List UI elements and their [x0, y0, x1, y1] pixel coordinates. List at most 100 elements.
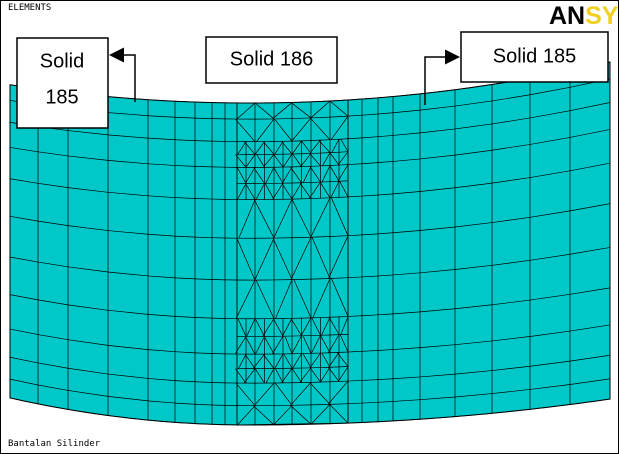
mesh-edge — [347, 350, 363, 353]
logo-part: AN — [549, 2, 585, 30]
mesh-edge — [107, 134, 149, 139]
mesh-edge — [392, 399, 421, 402]
mesh-edge — [491, 216, 531, 223]
mesh-edge — [347, 163, 363, 165]
label-text: 185 — [45, 86, 78, 108]
mesh-edge — [238, 353, 247, 369]
mesh-edge — [529, 210, 571, 218]
mesh-edge — [275, 368, 284, 384]
mesh-edge — [290, 405, 312, 425]
mesh-edge — [107, 191, 149, 197]
mesh-edge — [194, 278, 213, 280]
mesh-edge — [419, 226, 456, 231]
mesh-edge — [309, 139, 321, 154]
mesh-edge — [107, 373, 149, 379]
mesh-edge — [529, 170, 571, 178]
mesh-edge — [107, 345, 149, 350]
mesh-edge — [392, 347, 421, 350]
mesh-edge — [337, 164, 349, 182]
mesh-edge — [361, 350, 379, 352]
mesh-edge — [245, 336, 256, 355]
mesh-edge — [291, 117, 312, 142]
mesh-edge — [319, 181, 331, 198]
mesh-edge — [272, 318, 284, 337]
mesh-edge — [377, 401, 394, 403]
mesh-edge — [67, 390, 109, 397]
mesh-edge — [454, 149, 493, 156]
mesh-edge — [174, 422, 196, 424]
mesh-edge — [238, 199, 256, 239]
mesh-edge — [300, 317, 312, 337]
mesh-edge — [454, 412, 493, 417]
mesh-edge — [529, 253, 571, 261]
mesh-edge — [9, 397, 39, 405]
mesh-edge — [263, 141, 275, 155]
mesh-edge — [147, 195, 176, 198]
mesh-edge — [491, 117, 531, 125]
mesh-edge — [419, 344, 456, 348]
mesh-edge — [147, 137, 176, 141]
mesh-edge — [329, 235, 349, 237]
mesh-edge — [328, 317, 340, 335]
mesh-edge — [281, 141, 293, 155]
mesh-edge — [272, 336, 284, 355]
mesh-edge — [274, 382, 293, 406]
mesh-edge — [265, 167, 275, 184]
mesh-edge — [273, 167, 284, 184]
mesh-edge — [491, 177, 531, 184]
mesh-edge — [392, 158, 421, 162]
logo: ANSYS — [549, 2, 619, 30]
mesh-edge — [361, 97, 379, 100]
mesh-edge — [236, 422, 349, 426]
mesh-edge — [235, 279, 256, 319]
mesh-edge — [293, 279, 312, 318]
mesh-edge — [245, 167, 256, 184]
mesh-edge — [302, 335, 312, 354]
mesh-edge — [291, 198, 312, 238]
mesh-edge — [569, 287, 611, 295]
mesh-edge — [392, 109, 421, 114]
mesh-edge — [310, 197, 331, 199]
mesh-edge — [377, 161, 394, 163]
mesh-edge — [253, 405, 275, 426]
mesh-edge — [67, 130, 109, 136]
mesh-edge — [340, 316, 349, 335]
mesh-edge — [569, 354, 611, 362]
mesh-edge — [377, 193, 394, 196]
mesh-edge — [194, 166, 213, 168]
mesh-edge — [272, 182, 284, 200]
mesh-edge — [283, 353, 293, 369]
mesh-edge — [302, 353, 312, 369]
mesh-edge — [174, 380, 196, 383]
mesh-edge — [377, 232, 394, 235]
mesh-edge — [67, 266, 109, 273]
mesh-edge — [255, 279, 275, 319]
mesh-edge — [529, 86, 571, 96]
mesh-edge — [310, 381, 331, 383]
mesh-edge — [9, 147, 39, 153]
mesh-edge — [237, 405, 256, 426]
mesh-edge — [234, 336, 247, 355]
mesh-edge — [491, 299, 531, 306]
mesh-edge — [327, 367, 340, 382]
mesh-edge — [9, 328, 39, 335]
mesh-edge — [419, 89, 456, 95]
mesh-edge — [321, 317, 331, 336]
mesh-edge — [262, 154, 275, 168]
mesh-edge — [454, 222, 493, 228]
mesh-edge — [292, 353, 302, 369]
mesh-edge — [347, 315, 363, 317]
mesh-edge — [245, 183, 256, 200]
mesh-edge — [235, 368, 247, 384]
mesh-edge — [347, 98, 363, 101]
mesh-edge — [454, 264, 493, 270]
logo-part: SYS — [585, 2, 619, 30]
mesh-edge — [290, 318, 302, 337]
mesh-edge — [569, 162, 611, 172]
mesh-edge — [107, 415, 149, 421]
mesh-edge — [291, 140, 302, 155]
mesh-edge — [147, 233, 176, 237]
mesh-edge — [237, 141, 247, 155]
mesh-edge — [255, 102, 275, 120]
mesh-edge — [282, 318, 293, 337]
